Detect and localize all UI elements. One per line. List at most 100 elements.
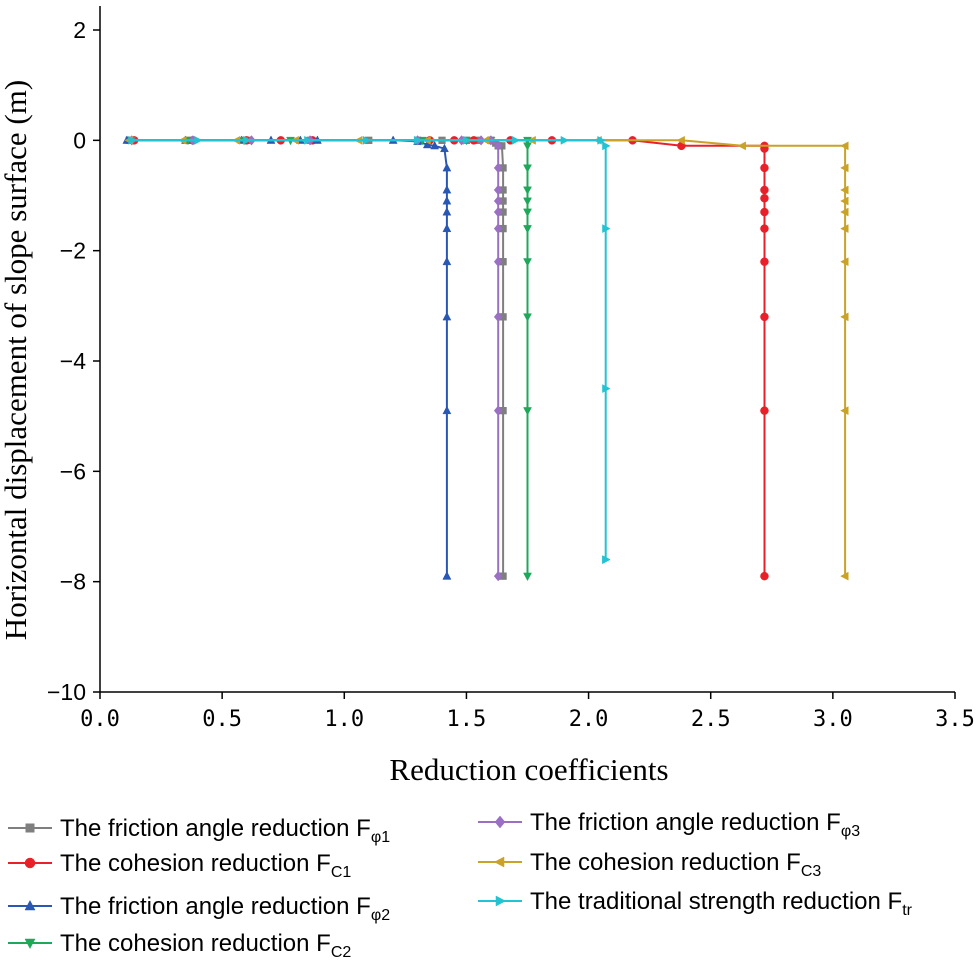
legend-label: The cohesion reduction FC2 <box>60 930 351 961</box>
x-tick-label: 0.5 <box>202 707 242 732</box>
legend-label-subscript: C3 <box>801 863 822 880</box>
data-point <box>493 140 503 152</box>
y-tick-label: 2 <box>73 17 86 43</box>
legend-label: The friction angle reduction Fφ1 <box>60 815 390 846</box>
legend-marker <box>24 938 36 950</box>
legend-item-6: The cohesion reduction FC3 <box>478 849 821 880</box>
data-point <box>493 206 503 218</box>
x-tick-label: 1.0 <box>324 707 364 732</box>
data-point <box>523 572 532 582</box>
data-point <box>840 163 849 173</box>
data-point <box>442 311 452 321</box>
legend-label-main: The cohesion reduction F <box>530 849 801 876</box>
data-point <box>493 311 503 323</box>
data-point <box>840 312 849 322</box>
legend-label: The cohesion reduction FC1 <box>60 850 351 881</box>
data-point <box>840 141 849 151</box>
x-tick-label: 2.0 <box>569 707 609 732</box>
x-tick-label: 3.5 <box>935 707 975 732</box>
legend-label: The traditional strength reduction Ftr <box>530 888 913 919</box>
data-point <box>442 256 452 266</box>
data-point <box>760 224 769 233</box>
data-point <box>442 571 452 580</box>
legend-label-subscript: φ2 <box>371 907 390 924</box>
legend-label-main: The cohesion reduction F <box>60 930 331 957</box>
data-point <box>362 135 372 145</box>
data-point <box>523 164 532 173</box>
y-tick-label: −2 <box>60 238 86 264</box>
data-point <box>462 135 472 145</box>
data-point <box>602 555 611 565</box>
data-point <box>523 258 532 267</box>
data-point <box>760 257 769 266</box>
data-point <box>523 142 532 151</box>
data-point <box>414 135 423 145</box>
x-axis-title: Reduction coefficients <box>389 752 668 787</box>
legend-label: The friction angle reduction Fφ2 <box>60 893 390 924</box>
data-point <box>676 135 685 145</box>
data-point <box>493 162 503 174</box>
data-point <box>523 407 532 416</box>
data-point <box>493 195 503 207</box>
series-4 <box>127 136 532 582</box>
series-line <box>126 139 448 577</box>
legend-label-subscript: C1 <box>331 864 352 881</box>
data-point <box>760 312 769 322</box>
legend-marker <box>495 895 507 907</box>
data-point <box>840 185 849 195</box>
data-point <box>760 207 769 217</box>
legend-marker <box>24 899 36 911</box>
data-point <box>493 405 503 416</box>
y-tick-label: −6 <box>60 458 86 484</box>
series-line <box>129 139 847 577</box>
data-point <box>760 571 769 581</box>
series-3 <box>122 135 452 580</box>
data-point <box>493 223 503 234</box>
legend-label-subscript: φ1 <box>371 829 390 846</box>
data-point <box>422 139 432 149</box>
legend-item-2: The cohesion reduction FC1 <box>8 850 351 881</box>
series-line <box>131 139 500 577</box>
data-point <box>243 135 252 145</box>
legend-marker <box>24 857 36 869</box>
legend-label-main: The friction angle reduction F <box>60 893 371 920</box>
data-point <box>760 163 769 173</box>
data-point <box>442 162 452 172</box>
data-point <box>602 384 611 393</box>
series-line <box>131 139 607 560</box>
data-point <box>602 224 611 234</box>
data-point <box>493 256 503 267</box>
data-point <box>493 184 503 196</box>
legend-item-4: The cohesion reduction FC2 <box>8 930 351 961</box>
data-point <box>737 141 746 151</box>
legend-label-subscript: tr <box>902 902 912 919</box>
legend-marker <box>25 823 35 833</box>
data-point <box>760 406 769 415</box>
data-point <box>493 570 503 582</box>
data-point <box>442 185 452 194</box>
data-point <box>128 135 137 145</box>
data-point <box>442 196 452 205</box>
y-tick-label: 0 <box>73 127 86 153</box>
legend-label-main: The friction angle reduction F <box>60 815 371 842</box>
series-7 <box>128 135 611 565</box>
legend-label: The cohesion reduction FC3 <box>530 849 821 880</box>
legend-item-1: The friction angle reduction Fφ1 <box>8 815 390 846</box>
data-point <box>840 224 849 234</box>
legend-item-5: The friction angle reduction Fφ3 <box>478 809 860 840</box>
data-point <box>523 208 532 217</box>
data-point <box>304 135 313 145</box>
data-point <box>442 405 452 415</box>
data-point <box>430 140 440 150</box>
y-tick-label: −8 <box>60 569 86 595</box>
data-point <box>194 135 203 145</box>
data-point <box>523 313 532 322</box>
x-tick-label: 1.5 <box>447 707 487 732</box>
data-point <box>523 186 532 195</box>
data-point <box>760 194 769 203</box>
legend-marker <box>493 856 505 868</box>
data-point <box>511 135 521 145</box>
data-point <box>442 207 452 216</box>
